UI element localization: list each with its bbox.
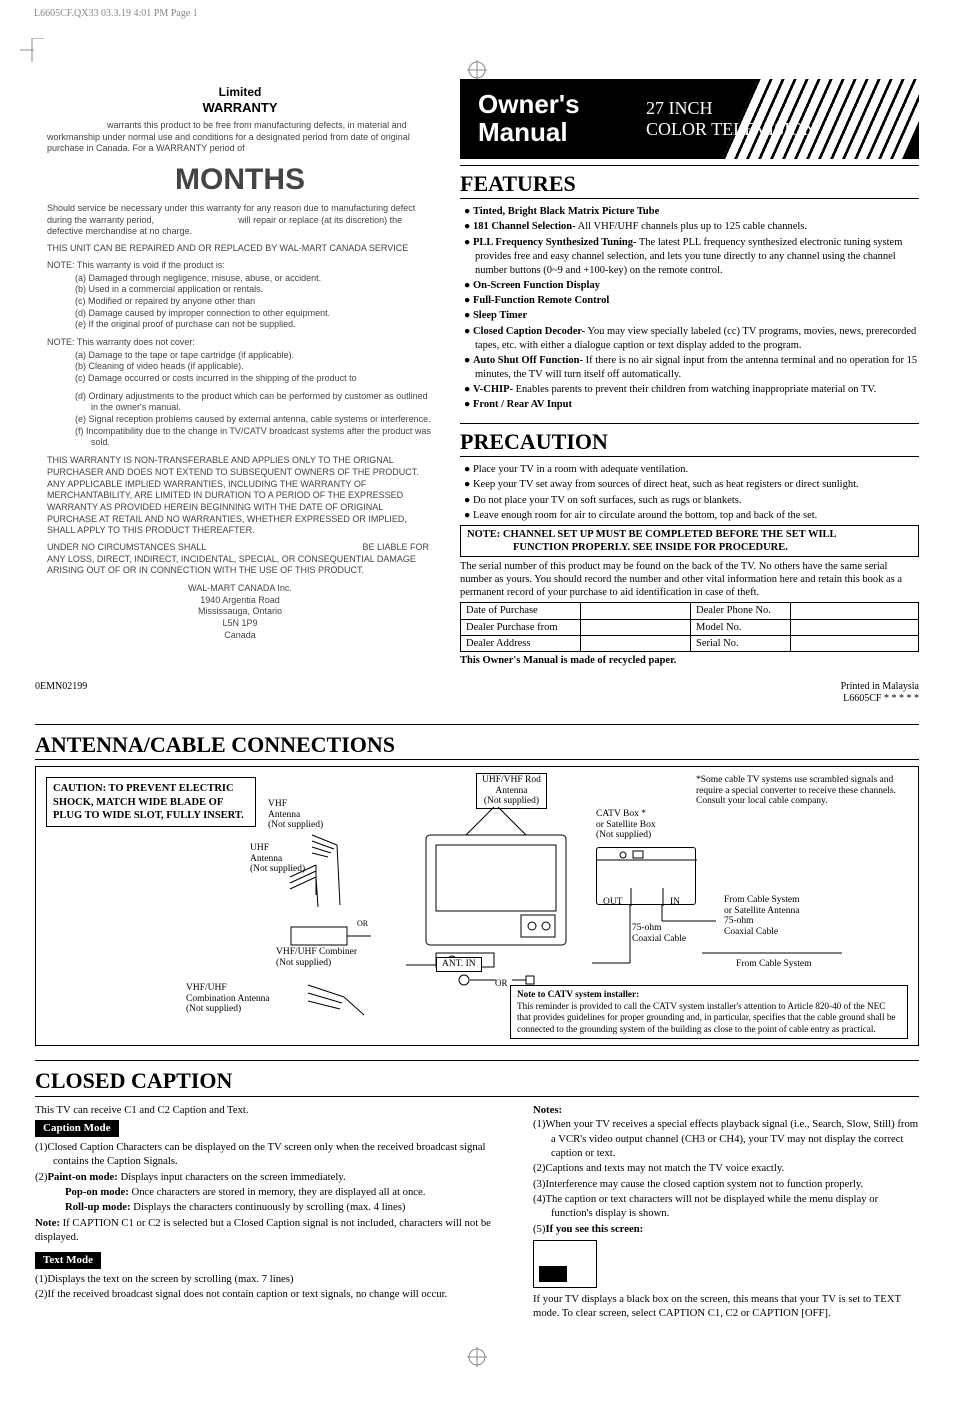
- table-row: Dealer Purchase fromModel No.: [461, 619, 919, 635]
- catv-installer-note: Note to CATV system installer: This remi…: [510, 985, 908, 1039]
- warranty-p1: XXXXXXXXXXwarrants this product to be fr…: [47, 120, 433, 155]
- table-row: Dealer AddressSerial No.: [461, 635, 919, 651]
- label-combo: VHF/UHF Combination Antenna (Not supplie…: [186, 983, 270, 1014]
- feat-7: Auto Shut Off Function- If there is no a…: [464, 354, 919, 382]
- warranty-note2: NOTE: This warranty does not cover:: [47, 337, 433, 349]
- prec-1: Keep your TV set away from sources of di…: [464, 478, 919, 492]
- feat-1: 181 Channel Selection- All VHF/UHF chann…: [464, 220, 919, 234]
- cc-pop: Pop-on mode: Once characters are stored …: [35, 1185, 505, 1199]
- warranty-limited: Limited: [47, 85, 433, 100]
- cc-n5: (5)If you see this screen:: [533, 1222, 919, 1236]
- feat-8: V-CHIP- Enables parents to prevent their…: [464, 383, 919, 397]
- feat-6: Closed Caption Decoder- You may view spe…: [464, 325, 919, 353]
- label-fromcable: From Cable System: [736, 959, 811, 969]
- banner-owners: Owner's: [478, 91, 630, 118]
- features-title: FEATURES: [460, 170, 919, 198]
- antenna-icon-left: [282, 827, 362, 907]
- warranty-p5: UNDER NO CIRCUMSTANCES SHALLXXXXXXXXXXXX…: [47, 542, 433, 577]
- cc-n4: (4)The caption or text characters will n…: [533, 1192, 919, 1221]
- void-e: (e) If the original proof of purchase ca…: [75, 319, 433, 331]
- cc-c1: (1)Closed Caption Characters can be disp…: [35, 1140, 505, 1169]
- cc-t2: (2)If the received broadcast signal does…: [35, 1287, 505, 1301]
- feat-0: Tinted, Bright Black Matrix Picture Tube: [464, 205, 919, 219]
- warranty-void-list: (a) Damaged through negligence, misuse, …: [47, 273, 433, 331]
- cc-roll: Roll-up mode: Displays the characters co…: [35, 1200, 505, 1214]
- cc-intro: This TV can receive C1 and C2 Caption an…: [35, 1103, 505, 1117]
- warranty-p3: THIS UNIT CAN BE REPAIRED AND OR REPLACE…: [47, 243, 433, 255]
- svg-text:OR: OR: [357, 919, 369, 928]
- warranty-notcover-list: (a) Damage to the tape or tape cartridge…: [47, 350, 433, 450]
- precaution-note-box: NOTE: CHANNEL SET UP MUST BE COMPLETED B…: [460, 525, 919, 557]
- cc-n3: (3)Interference may cause the closed cap…: [533, 1177, 919, 1191]
- void-d: (d) Damage caused by improper connection…: [75, 308, 433, 320]
- label-star-note: *Some cable TV systems use scrambled sig…: [696, 775, 896, 806]
- warranty-title: WARRANTY: [47, 100, 433, 116]
- warranty-address: WAL-MART CANADA Inc. 1940 Argentia Road …: [47, 583, 433, 641]
- nc-a: (a) Damage to the tape or tape cartridge…: [75, 350, 433, 362]
- cc-note: Note: If CAPTION C1 or C2 is selected bu…: [35, 1216, 505, 1245]
- banner-colortv: COLOR TELEVISION: [646, 119, 816, 140]
- warranty-p2: Should service be necessary under this w…: [47, 203, 433, 238]
- cc-c2: (2)Paint-on mode: Displays input charact…: [35, 1170, 505, 1184]
- antenna-caution: CAUTION: TO PREVENT ELECTRIC SHOCK, MATC…: [46, 777, 256, 826]
- nc-d: (d) Ordinary adjustments to the product …: [75, 391, 433, 414]
- title-banner: Owner's Manual 27 INCH COLOR TELEVISION: [460, 79, 919, 159]
- feat-4: Full-Function Remote Control: [464, 294, 919, 308]
- catv-note-body: This reminder is provided to call the CA…: [517, 1001, 896, 1034]
- print-model: L6605CF * * * * *: [843, 693, 919, 704]
- label-combiner: VHF/UHF Combiner (Not supplied): [276, 947, 357, 968]
- label-catv: CATV Box * or Satellite Box (Not supplie…: [596, 809, 656, 840]
- warranty-p4: THIS WARRANTY IS NON-TRANSFERABLE AND AP…: [47, 455, 433, 537]
- record-table: Date of PurchaseDealer Phone No. Dealer …: [460, 602, 919, 651]
- cc-t1: (1)Displays the text on the screen by sc…: [35, 1272, 505, 1286]
- banner-inch: 27 INCH: [646, 98, 816, 119]
- prec-3: Leave enough room for air to circulate a…: [464, 509, 919, 523]
- cc-n1: (1)When your TV receives a special effec…: [533, 1117, 919, 1160]
- void-a: (a) Damaged through negligence, misuse, …: [75, 273, 433, 285]
- prec-0: Place your TV in a room with adequate ve…: [464, 463, 919, 477]
- nc-c: (c) Damage occurred or costs incurred in…: [75, 373, 433, 385]
- tv-back-icon: [406, 805, 586, 985]
- warranty-months: MONTHS: [47, 160, 433, 199]
- label-antin: ANT. IN: [436, 957, 482, 971]
- feat-2: PLL Frequency Synthesized Tuning- The la…: [464, 236, 919, 279]
- cc-notes-head: Notes:: [533, 1103, 919, 1117]
- warranty-note1: NOTE: This warranty is void if the produ…: [47, 260, 433, 272]
- void-c: (c) Modified or repaired by anyone other…: [75, 296, 433, 308]
- crop-header: L6605CF.QX33 03.3.19 4:01 PM Page 1: [34, 8, 198, 21]
- banner-manual: Manual: [478, 119, 630, 146]
- cc-n2: (2)Captions and texts may not match the …: [533, 1161, 919, 1175]
- combo-antenna-icon: [304, 975, 374, 1025]
- precaution-title: PRECAUTION: [460, 428, 919, 456]
- prec-2: Do not place your TV on soft surfaces, s…: [464, 494, 919, 508]
- print-code: 0EMN02199: [35, 681, 87, 706]
- label-rod: UHF/VHF Rod Antenna (Not supplied): [476, 773, 547, 808]
- nc-b: (b) Cleaning of video heads (if applicab…: [75, 361, 433, 373]
- feat-3: On-Screen Function Display: [464, 279, 919, 293]
- table-row: Date of PurchaseDealer Phone No.: [461, 603, 919, 619]
- recycled-note: This Owner's Manual is made of recycled …: [460, 654, 919, 667]
- antenna-diagram: CAUTION: TO PREVENT ELECTRIC SHOCK, MATC…: [35, 766, 919, 1046]
- feat-9: Front / Rear AV Input: [464, 398, 919, 412]
- precaution-list: Place your TV in a room with adequate ve…: [460, 463, 919, 523]
- print-country: Printed in Malaysia: [841, 681, 919, 692]
- crop-tl: [20, 38, 44, 62]
- print-line: 0EMN02199 Printed in Malaysia L6605CF * …: [35, 681, 919, 706]
- text-mode-bar: Text Mode: [35, 1252, 101, 1269]
- cable-lines: [592, 903, 852, 973]
- cc-n6: If your TV displays a black box on the s…: [533, 1292, 919, 1321]
- nc-e: (e) Signal reception problems caused by …: [75, 414, 433, 426]
- features-list: Tinted, Bright Black Matrix Picture Tube…: [460, 205, 919, 412]
- caption-mode-bar: Caption Mode: [35, 1120, 119, 1137]
- closed-caption-title: CLOSED CAPTION: [35, 1067, 919, 1095]
- catv-note-head: Note to CATV system installer:: [517, 989, 639, 999]
- label-vhf: VHF Antenna (Not supplied): [268, 799, 323, 830]
- nc-f: (f) Incompatibility due to the change in…: [75, 426, 433, 449]
- void-b: (b) Used in a commercial application or …: [75, 284, 433, 296]
- warranty-panel: Limited WARRANTY XXXXXXXXXXwarrants this…: [35, 79, 445, 667]
- serial-text: The serial number of this product may be…: [460, 560, 919, 599]
- feat-5: Sleep Timer: [464, 309, 919, 323]
- screen-box-icon: [533, 1240, 597, 1288]
- antenna-title: ANTENNA/CABLE CONNECTIONS: [35, 731, 919, 759]
